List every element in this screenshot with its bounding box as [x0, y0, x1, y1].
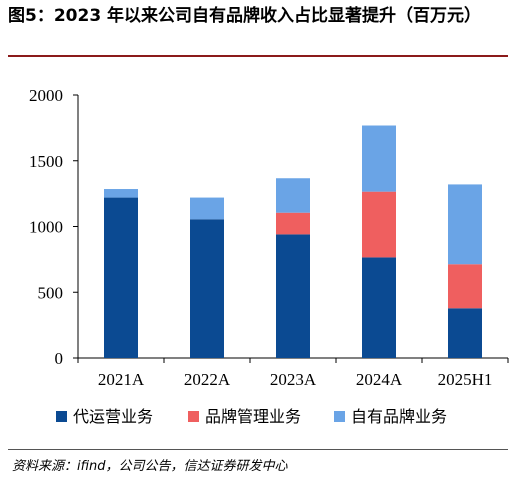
- legend: 代运营业务 品牌管理业务 自有品牌业务: [56, 407, 447, 426]
- y-tick-label: 1500: [29, 152, 63, 171]
- legend-item: 代运营业务: [56, 407, 153, 426]
- bar-segment: [362, 257, 396, 358]
- bar-segment: [104, 197, 138, 358]
- bar-segment: [190, 219, 224, 358]
- legend-item: 品牌管理业务: [188, 407, 301, 426]
- legend-item: 自有品牌业务: [334, 407, 447, 426]
- bars: [104, 125, 482, 358]
- legend-swatch: [188, 411, 199, 422]
- legend-swatch: [334, 411, 345, 422]
- source-note: 资料来源：ifind，公司公告，信达证券研发中心: [12, 459, 288, 474]
- title-rule: [8, 55, 508, 57]
- y-tick-label: 2000: [29, 86, 63, 105]
- x-tick-label: 2023A: [270, 370, 317, 389]
- bar-segment: [276, 234, 310, 358]
- bar-segment: [276, 178, 310, 213]
- bar-segment: [362, 191, 396, 258]
- source-rule: [8, 449, 508, 450]
- x-tick-label: 2024A: [356, 370, 403, 389]
- legend-label: 代运营业务: [73, 407, 153, 426]
- bar-segment: [276, 212, 310, 235]
- x-axis: 2021A 2022A 2023A 2024A 2025H1: [77, 357, 509, 389]
- bar-segment: [448, 184, 482, 265]
- y-tick-label: 500: [38, 283, 64, 302]
- legend-swatch: [56, 411, 67, 422]
- figure-title: 图5：2023 年以来公司自有品牌收入占比显著提升（百万元）: [8, 6, 482, 26]
- legend-label: 自有品牌业务: [351, 407, 447, 426]
- bar-segment: [190, 197, 224, 220]
- y-tick-label: 1000: [29, 218, 63, 237]
- x-tick-label: 2021A: [98, 370, 145, 389]
- bar-segment: [448, 308, 482, 358]
- bar-segment: [104, 189, 138, 198]
- x-tick-label: 2022A: [184, 370, 231, 389]
- y-tick-label: 0: [55, 349, 64, 368]
- bar-segment: [448, 264, 482, 309]
- bar-segment: [362, 125, 396, 192]
- legend-label: 品牌管理业务: [205, 407, 301, 426]
- x-tick-label: 2025H1: [438, 370, 493, 389]
- y-axis: 0 500 1000 1500 2000: [29, 86, 79, 368]
